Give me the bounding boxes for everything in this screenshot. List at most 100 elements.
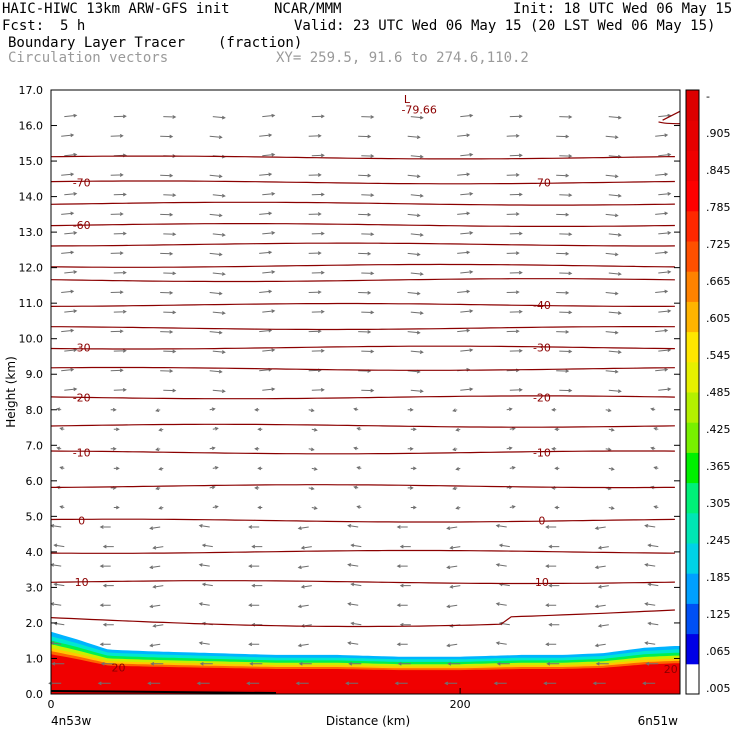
vector-arrow bbox=[209, 485, 216, 490]
colorbar-label: .065 bbox=[706, 645, 731, 658]
vector-arrow bbox=[446, 526, 458, 530]
vector-arrow bbox=[658, 348, 672, 353]
terrain-line bbox=[50, 690, 277, 694]
colorbar-swatch bbox=[686, 271, 699, 302]
vector-arrow bbox=[361, 310, 375, 315]
vector-arrow bbox=[361, 232, 375, 237]
left-endpoint-label: 4n53w bbox=[51, 714, 92, 728]
vector-arrow bbox=[160, 369, 174, 373]
vector-arrow bbox=[594, 643, 606, 648]
vector-arrow bbox=[410, 272, 424, 276]
contour-label: -30 bbox=[73, 342, 91, 355]
vector-arrow bbox=[460, 387, 474, 392]
plot-frame bbox=[50, 89, 681, 695]
contour-line--10 bbox=[50, 450, 675, 455]
vector-arrow bbox=[64, 270, 78, 274]
vector-arrow bbox=[559, 310, 573, 315]
colorbar-swatch bbox=[686, 210, 699, 242]
vector-arrow bbox=[353, 407, 359, 412]
vector-arrow bbox=[347, 641, 359, 645]
vector-arrow bbox=[655, 328, 669, 333]
vector-arrow bbox=[209, 291, 223, 296]
vector-arrow bbox=[554, 505, 560, 510]
vector-arrow bbox=[608, 193, 622, 198]
vector-arrow bbox=[297, 604, 309, 609]
vector-arrow bbox=[605, 447, 612, 452]
colorbar-label: .845 bbox=[706, 164, 731, 177]
vector-arrow bbox=[410, 311, 424, 315]
vector-arrow bbox=[650, 446, 656, 451]
vector-arrow bbox=[99, 564, 111, 568]
contour-line bbox=[50, 155, 675, 160]
vector-arrow bbox=[59, 505, 65, 509]
vector-arrow bbox=[545, 642, 557, 647]
y-tick-label: 16.0 bbox=[19, 120, 44, 133]
vector-arrow bbox=[99, 525, 111, 529]
vector-arrow bbox=[297, 565, 309, 570]
vector-arrow bbox=[163, 193, 177, 198]
vector-arrow bbox=[407, 252, 421, 257]
vector-arrow bbox=[658, 387, 672, 392]
vector-arrow bbox=[608, 115, 622, 120]
contour-label: -20 bbox=[73, 391, 91, 404]
contour-line bbox=[51, 326, 675, 331]
vector-arrow bbox=[559, 115, 573, 119]
x-tick-label: 0 bbox=[48, 698, 55, 711]
vector-arrow bbox=[545, 564, 557, 568]
vector-arrow bbox=[455, 467, 461, 471]
vector-arrow bbox=[608, 428, 615, 432]
vector-arrow bbox=[410, 115, 424, 120]
vector-arrow bbox=[113, 192, 127, 197]
vector-arrow bbox=[308, 251, 322, 256]
vector-arrow bbox=[551, 446, 557, 451]
vector-arrow bbox=[158, 427, 164, 432]
org-label: NCAR/MMM bbox=[274, 1, 342, 17]
colorbar-swatch bbox=[686, 603, 699, 635]
vector-arrow bbox=[495, 641, 507, 645]
vector-arrow bbox=[308, 290, 322, 295]
vector-arrow bbox=[457, 250, 471, 255]
vector-arrow bbox=[457, 133, 471, 138]
colorbar-swatch bbox=[686, 241, 699, 272]
xy-range: XY= 259.5, 91.6 to 274.6,110.2 bbox=[276, 50, 529, 66]
vector-arrow bbox=[410, 193, 424, 198]
vector-arrow bbox=[155, 486, 161, 491]
colorbar-swatch bbox=[686, 180, 699, 212]
vector-arrow bbox=[259, 172, 273, 177]
vector-arrow bbox=[559, 154, 573, 158]
colorbar-swatch bbox=[686, 331, 699, 363]
y-tick-label: 17.0 bbox=[19, 84, 44, 97]
vector-arrow bbox=[308, 133, 322, 138]
vector-arrow bbox=[407, 407, 414, 412]
vector-arrow bbox=[248, 564, 260, 568]
vector-arrow bbox=[212, 272, 226, 276]
vector-arrow bbox=[212, 505, 219, 509]
vector-arrow bbox=[311, 467, 318, 471]
x-tick-label: 200 bbox=[450, 698, 471, 711]
vector-arrow bbox=[407, 135, 421, 140]
y-axis-label: Height (km) bbox=[4, 356, 18, 427]
vector-arrow bbox=[658, 270, 672, 274]
y-tick-label: 7.0 bbox=[26, 439, 44, 452]
vector-arrow bbox=[356, 427, 362, 431]
vector-arrow bbox=[347, 563, 359, 567]
vector-arrow bbox=[212, 193, 226, 198]
vector-arrow bbox=[262, 348, 276, 353]
vector-arrow bbox=[113, 309, 127, 314]
vector-arrow bbox=[347, 602, 359, 606]
vector-arrow bbox=[396, 564, 408, 568]
vector-arrow bbox=[356, 505, 362, 509]
vector-arrow bbox=[113, 231, 127, 236]
vector-arrow bbox=[311, 114, 325, 119]
y-tick-label: 14.0 bbox=[19, 191, 44, 204]
vector-arrow bbox=[99, 642, 111, 647]
vector-arrow bbox=[262, 113, 276, 118]
circulation-vectors bbox=[48, 113, 672, 686]
temperature-contours: 10 10 0 0 -10 -10 -20 -20 -30 -30 -40 -60 -70 -70 L-79… bbox=[50, 93, 681, 676]
tracer-band-6 bbox=[51, 654, 680, 694]
vector-arrow bbox=[361, 115, 375, 119]
fcst-value: 5 h bbox=[60, 18, 86, 34]
vector-arrow bbox=[110, 446, 117, 451]
tracer-fill bbox=[50, 631, 680, 694]
